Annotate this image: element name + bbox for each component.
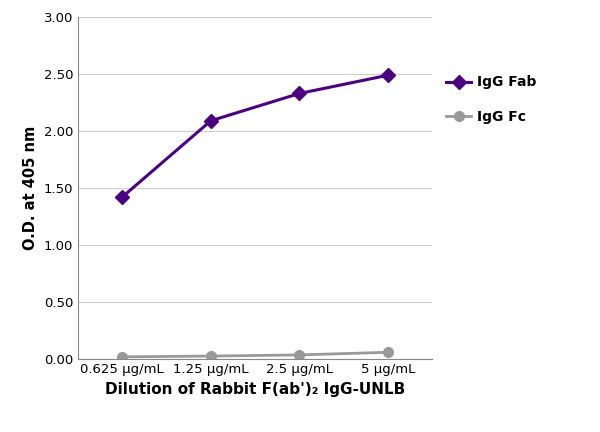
Legend: IgG Fab, IgG Fc: IgG Fab, IgG Fc [446,76,536,124]
X-axis label: Dilution of Rabbit F(ab')₂ IgG-UNLB: Dilution of Rabbit F(ab')₂ IgG-UNLB [105,382,405,397]
IgG Fab [119,194,126,200]
Line: IgG Fc: IgG Fc [118,347,392,362]
IgG Fc [384,350,391,355]
IgG Fab [207,118,214,124]
Y-axis label: O.D. at 405 nm: O.D. at 405 nm [23,126,38,250]
IgG Fab [296,91,303,96]
IgG Fc [119,354,126,359]
IgG Fab [384,73,391,78]
Line: IgG Fab: IgG Fab [118,70,392,202]
IgG Fc [296,353,303,358]
IgG Fc [207,353,214,359]
